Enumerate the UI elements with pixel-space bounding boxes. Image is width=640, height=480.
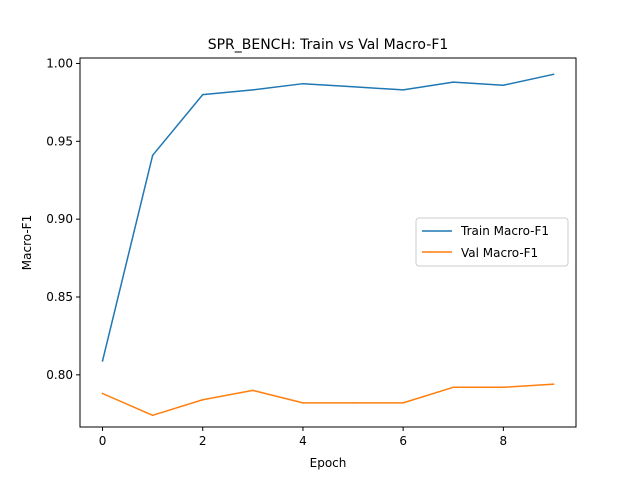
y-axis-label: Macro-F1 (20, 215, 34, 270)
y-tick-label: 0.95 (46, 134, 73, 148)
y-tick-label: 0.80 (46, 368, 73, 382)
train-data-point (101, 360, 104, 362)
train-data-point (552, 73, 555, 76)
y-tick-label: 0.90 (46, 212, 73, 226)
train-data-point (502, 84, 505, 86)
x-tick-label: 4 (299, 434, 307, 448)
val-data-point (302, 402, 304, 404)
val-data-point (201, 399, 204, 401)
train-data-point (252, 89, 254, 91)
x-tick-label: 0 (99, 434, 107, 448)
legend-box (415, 217, 569, 267)
x-tick-label: 8 (500, 434, 508, 448)
y-axis-ticks: 0.80 0.85 0.90 0.95 1.00 (46, 56, 80, 382)
val-data-point (402, 402, 404, 404)
train-data-point (302, 82, 304, 85)
val-data-point (252, 389, 254, 392)
legend-label-val: Val Macro-F1 (461, 246, 538, 260)
y-tick-label: 0.85 (46, 290, 73, 304)
val-data-point (452, 386, 455, 389)
val-data-point (552, 383, 555, 385)
x-tick-label: 2 (199, 434, 207, 448)
train-data-point (452, 81, 455, 83)
x-tick-label: 6 (399, 434, 407, 448)
series-line-train (101, 73, 555, 362)
y-tick-label: 1.00 (46, 56, 73, 70)
val-data-point (101, 392, 104, 395)
train-data-point (151, 154, 154, 157)
train-data-point (201, 93, 204, 96)
train-data-point (352, 86, 354, 88)
series-layer (101, 73, 555, 417)
legend-label-train: Train Macro-F1 (460, 224, 549, 238)
chart-title: SPR_BENCH: Train vs Val Macro-F1 (208, 37, 449, 53)
x-axis-ticks: 0 2 4 6 8 (99, 427, 507, 448)
train-data-point (402, 89, 404, 91)
val-data-point (151, 414, 154, 417)
x-axis-label: Epoch (310, 456, 347, 470)
plot-area-frame (79, 57, 577, 428)
val-data-point (352, 402, 354, 404)
legend: Train Macro-F1 Val Macro-F1 (415, 217, 569, 267)
val-data-point (502, 386, 505, 389)
series-line-val (101, 383, 555, 417)
